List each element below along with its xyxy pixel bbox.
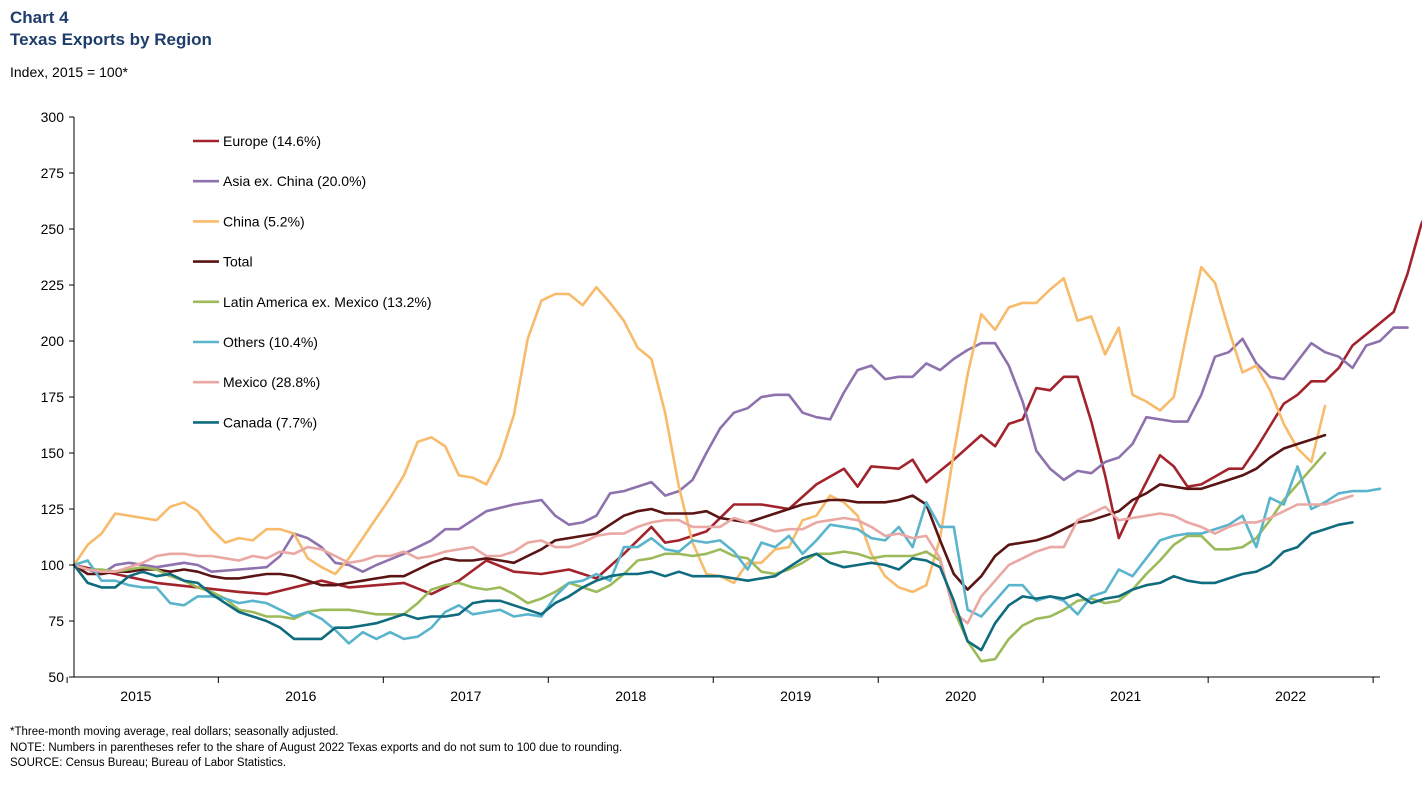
y-tick-label: 200 bbox=[41, 333, 65, 349]
legend-label-7: Canada (7.7%) bbox=[223, 414, 317, 430]
legend-label-5: Others (10.4%) bbox=[223, 334, 318, 350]
legend-label-0: Europe (14.6%) bbox=[223, 133, 321, 149]
series-layer bbox=[72, 219, 1422, 663]
x-tick-label: 2017 bbox=[450, 688, 481, 704]
series-line-0 bbox=[72, 219, 1422, 596]
chart-number: Chart 4 bbox=[10, 8, 69, 27]
source: SOURCE: Census Bureau; Bureau of Labor S… bbox=[10, 757, 287, 769]
footnote: *Three-month moving average, real dollar… bbox=[10, 726, 339, 738]
y-tick-label: 275 bbox=[41, 165, 65, 181]
legend-label-4: Latin America ex. Mexico (13.2%) bbox=[223, 294, 432, 310]
series-line-4 bbox=[72, 451, 1327, 663]
legend-label-1: Asia ex. China (20.0%) bbox=[223, 173, 366, 189]
y-tick-label: 225 bbox=[41, 277, 65, 293]
y-tick-label: 300 bbox=[41, 109, 65, 125]
series-line-2 bbox=[72, 265, 1327, 594]
series-line-5 bbox=[72, 465, 1382, 645]
axes-layer: 50 75 100 125 150 175 200 225 250 275 300 2015 2016 2… bbox=[41, 109, 1380, 704]
y-tick-label: 75 bbox=[48, 613, 64, 629]
chart-notes: *Three-month moving average, real dollar… bbox=[10, 725, 622, 772]
note: NOTE: Numbers in parentheses refer to th… bbox=[10, 741, 623, 754]
y-tick-label: 150 bbox=[41, 445, 65, 461]
y-tick-label: 50 bbox=[48, 669, 64, 685]
y-tick-label: 100 bbox=[41, 557, 65, 573]
series-line-7 bbox=[72, 521, 1354, 652]
series-line-3 bbox=[72, 433, 1327, 591]
x-tick-label: 2019 bbox=[780, 688, 811, 704]
x-tick-label: 2022 bbox=[1275, 688, 1306, 704]
series-line-6 bbox=[72, 494, 1354, 625]
x-tick-label: 2021 bbox=[1110, 688, 1141, 704]
legend-label-2: China (5.2%) bbox=[223, 213, 305, 229]
legend-label-3: Total bbox=[223, 254, 253, 270]
series-line-1 bbox=[72, 326, 1409, 576]
legend: Europe (14.6%) Asia ex. China (20.0%) Chin… bbox=[193, 133, 432, 430]
x-tick-label: 2020 bbox=[945, 688, 976, 704]
y-tick-label: 125 bbox=[41, 501, 65, 517]
x-tick-label: 2018 bbox=[615, 688, 646, 704]
chart-title: Texas Exports by Region bbox=[10, 30, 212, 49]
y-tick-label: 175 bbox=[41, 389, 65, 405]
y-axis-unit-label: Index, 2015 = 100* bbox=[10, 64, 128, 80]
y-tick-label: 250 bbox=[41, 221, 65, 237]
x-tick-label: 2016 bbox=[285, 688, 316, 704]
legend-label-6: Mexico (28.8%) bbox=[223, 374, 320, 390]
x-tick-label: 2015 bbox=[120, 688, 151, 704]
